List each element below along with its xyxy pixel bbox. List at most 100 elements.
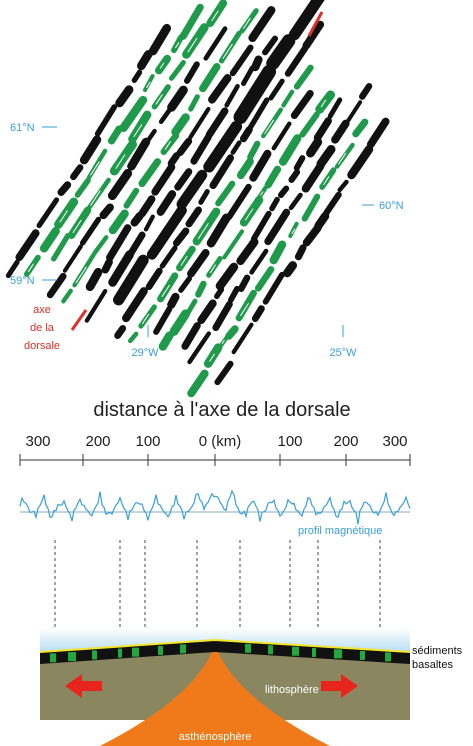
anomaly-blob	[120, 89, 129, 103]
normal-polarity-stripe	[385, 652, 391, 661]
anomaly-blob	[8, 262, 17, 276]
normal-polarity-stripe	[118, 649, 122, 658]
anomaly-blob	[252, 251, 266, 273]
anomaly-blob	[252, 154, 268, 178]
anomaly-blob	[111, 129, 119, 141]
anomaly-blob	[61, 184, 67, 193]
anomaly-blob	[254, 60, 260, 67]
asthenosphere-label: asthénosphère	[179, 731, 252, 743]
anomaly-blob	[162, 248, 175, 267]
anomaly-blob	[351, 149, 368, 175]
anomaly-blob	[50, 276, 63, 295]
anomaly-blob	[292, 172, 297, 180]
anomaly-blob	[112, 173, 127, 196]
distance-tick-label: 300	[25, 433, 50, 450]
page: html, body { margin: 0; padding: 0; back…	[0, 0, 473, 746]
normal-polarity-stripe	[245, 644, 251, 653]
anomaly-blob	[84, 140, 97, 160]
anomaly-blob	[178, 171, 189, 187]
anomaly-blob	[186, 64, 197, 80]
anomaly-blob	[171, 62, 183, 79]
anomaly-blob	[306, 166, 321, 189]
anomaly-blob	[215, 304, 231, 327]
normal-polarity-stripe	[360, 651, 365, 660]
anomaly-blob	[238, 293, 255, 318]
anomaly-blob	[255, 309, 262, 319]
anomaly-blob	[226, 86, 239, 105]
anomaly-blob	[173, 37, 182, 50]
anomaly-blob	[233, 143, 239, 153]
anomaly-blob	[243, 130, 249, 139]
anomaly-hole	[265, 120, 274, 133]
anomaly-blob	[184, 326, 198, 347]
anomaly-blob	[104, 262, 110, 270]
axis-label: dorsale	[24, 340, 60, 352]
anomaly-blob	[310, 142, 317, 153]
lat-label: 60°N	[379, 200, 404, 212]
anomaly-blob	[148, 131, 154, 140]
anomaly-blob	[78, 180, 88, 195]
anomaly-blob	[191, 373, 204, 393]
axis-label: de la	[30, 322, 55, 334]
anomaly-blob	[200, 192, 207, 203]
anomaly-blob	[188, 301, 195, 312]
anomaly-blob	[83, 219, 99, 243]
anomaly-blob	[297, 67, 311, 87]
anomaly-blob	[39, 200, 56, 226]
profile-title: distance à l'axe de la dorsale	[93, 399, 350, 421]
anomaly-blob	[294, 93, 310, 116]
anomaly-blob	[291, 195, 300, 209]
axis-label: axe	[33, 304, 51, 316]
basalt-label: basaltes	[412, 659, 453, 671]
anomaly-blob	[142, 161, 157, 184]
anomaly-blob	[272, 200, 278, 209]
anomaly-blob	[171, 297, 176, 305]
anomaly-blob	[103, 207, 110, 216]
anomaly-blob	[240, 278, 248, 289]
lat-label: 59°N	[10, 275, 35, 287]
anomaly-blob	[189, 210, 199, 224]
anomaly-blob	[371, 121, 386, 144]
anomaly-blob	[175, 117, 185, 132]
anomaly-blob	[144, 76, 154, 90]
lon-label: 29°W	[131, 347, 159, 359]
body: {"map": {"lat_labels": ["61°N", "60°N", …	[0, 0, 473, 746]
anomaly-blob	[335, 124, 346, 140]
anomaly-blob	[141, 54, 149, 65]
anomaly-blob	[89, 272, 99, 287]
anomaly-blob	[149, 271, 159, 287]
lat-label: 61°N	[10, 122, 35, 134]
anomaly-blob	[217, 289, 222, 296]
anomaly-blob	[63, 291, 70, 302]
distance-axis: 3002001000 (km)100200300	[20, 433, 410, 466]
anomaly-blob	[249, 144, 258, 157]
anomaly-blob	[162, 336, 169, 347]
anomaly-blob	[220, 266, 234, 286]
anomaly-blob	[206, 29, 225, 59]
anomaly-blob	[288, 48, 305, 73]
anomaly-blob	[268, 169, 279, 185]
anomaly-blob	[135, 215, 140, 222]
normal-polarity-stripe	[132, 648, 139, 657]
anomaly-blob	[302, 114, 316, 135]
anomaly-blob	[19, 233, 35, 258]
anomaly-blob	[298, 248, 304, 257]
anomaly-blob	[241, 241, 255, 261]
anomaly-blob	[230, 289, 238, 300]
anomaly-blob	[340, 181, 347, 190]
anomaly-blob	[161, 194, 173, 212]
anomaly-blob	[218, 183, 232, 204]
distance-tick-label: 300	[382, 433, 407, 450]
anomaly-blob	[161, 110, 169, 122]
anomaly-blob	[320, 94, 331, 110]
anomaly-blob	[53, 236, 68, 259]
anomaly-blob	[271, 81, 282, 98]
normal-polarity-stripe	[292, 647, 299, 656]
anomaly-blob	[181, 278, 189, 290]
anomaly-blob	[174, 314, 186, 332]
anomaly-blob	[224, 231, 242, 258]
anomaly-blob	[217, 363, 230, 382]
anomaly-blob	[283, 138, 298, 161]
anomaly-blob	[171, 156, 176, 164]
anomaly-blob	[356, 121, 365, 134]
